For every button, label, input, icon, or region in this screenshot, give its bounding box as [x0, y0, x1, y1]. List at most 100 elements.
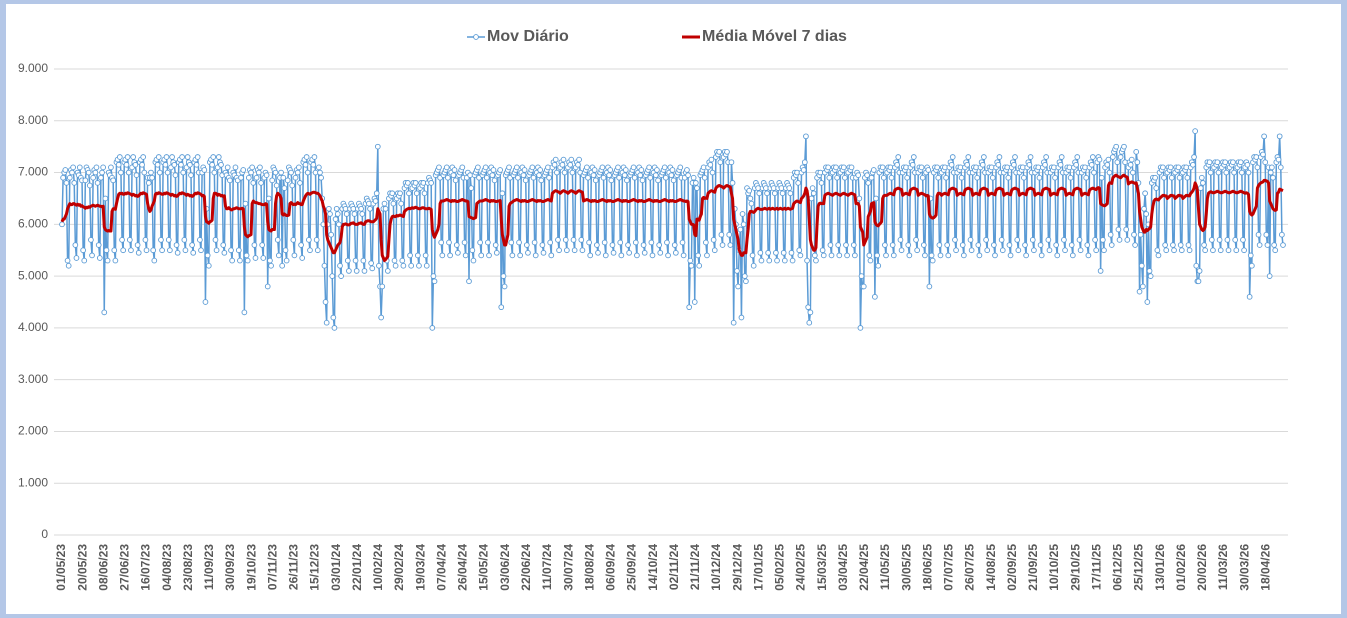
daily-point [1097, 268, 1104, 274]
daily-point [975, 242, 982, 248]
daily-point [1208, 237, 1215, 243]
daily-point [1085, 252, 1092, 259]
daily-point [89, 252, 95, 259]
daily-point [412, 180, 419, 186]
daily-point [819, 247, 826, 254]
daily-point [562, 237, 569, 243]
daily-point [983, 237, 989, 243]
daily-point [337, 262, 343, 269]
legend-label: Média Móvel 7 dias [702, 28, 847, 45]
daily-point [669, 167, 676, 173]
daily-point [413, 190, 420, 197]
daily-point [303, 154, 310, 160]
daily-point [1223, 169, 1230, 176]
daily-point [408, 262, 415, 269]
x-tick-label: 27/06/23 [118, 544, 132, 591]
daily-point [707, 161, 714, 168]
daily-point [625, 242, 631, 248]
daily-point [716, 148, 723, 155]
moving-average-line [60, 173, 1284, 263]
daily-point [245, 174, 252, 181]
daily-point [100, 164, 106, 171]
daily-point [445, 174, 451, 181]
daily-point [63, 180, 70, 186]
x-tick-label: 30/03/26 [1237, 544, 1251, 591]
daily-point [594, 242, 600, 248]
daily-point [1100, 237, 1106, 243]
daily-point [897, 237, 904, 243]
daily-point [1107, 231, 1114, 238]
daily-point [1062, 247, 1068, 254]
daily-point [789, 257, 796, 264]
daily-point [202, 299, 209, 305]
daily-point [212, 237, 219, 243]
x-tick-label: 14/10/24 [646, 544, 660, 591]
daily-point [334, 211, 341, 217]
daily-point [1108, 242, 1115, 248]
daily-point [641, 249, 648, 256]
x-tick-label: 01/05/23 [54, 544, 68, 591]
daily-point [874, 252, 880, 259]
daily-point [179, 154, 185, 160]
daily-point [898, 247, 905, 254]
daily-point [475, 164, 481, 171]
x-tick-label: 29/02/24 [392, 544, 406, 591]
daily-point [920, 242, 927, 248]
daily-point [65, 262, 72, 269]
daily-point [960, 252, 967, 259]
daily-point [1207, 169, 1214, 176]
daily-point [517, 252, 524, 259]
daily-point [248, 169, 254, 176]
daily-point [151, 257, 158, 264]
daily-point [1276, 133, 1283, 140]
daily-point [840, 164, 847, 171]
x-tick-label: 18/04/26 [1258, 544, 1272, 591]
daily-point [132, 161, 139, 168]
daily-point [553, 169, 560, 176]
daily-point [1068, 242, 1075, 248]
daily-point [1091, 169, 1097, 176]
daily-point [618, 252, 625, 259]
daily-point [999, 247, 1006, 254]
daily-point [306, 237, 312, 243]
x-tick-label: 17/01/25 [751, 544, 765, 591]
daily-point [906, 252, 913, 259]
daily-point [855, 172, 862, 178]
daily-point [717, 159, 724, 166]
daily-point [1152, 174, 1158, 181]
daily-point [883, 252, 889, 259]
daily-point [346, 268, 352, 274]
daily-point [1245, 169, 1252, 176]
daily-point [69, 169, 75, 176]
daily-point [1190, 161, 1196, 168]
daily-point [205, 262, 212, 269]
daily-point [728, 159, 735, 166]
daily-point [1142, 190, 1148, 197]
daily-point [708, 156, 715, 163]
daily-point [655, 177, 661, 184]
daily-point [928, 252, 935, 259]
daily-point [1061, 237, 1067, 243]
daily-point [336, 221, 342, 228]
daily-point [224, 164, 231, 171]
daily-point [967, 237, 974, 243]
daily-point [145, 180, 152, 186]
daily-point [936, 242, 943, 248]
daily-point [101, 309, 108, 316]
daily-point [729, 180, 736, 186]
daily-point [400, 262, 407, 269]
daily-point [189, 242, 195, 248]
daily-point [578, 237, 585, 243]
daily-point [1038, 252, 1045, 259]
daily-point [1222, 159, 1229, 166]
daily-point [249, 164, 256, 171]
x-tick-label: 19/10/23 [244, 544, 258, 591]
daily-point [59, 221, 65, 228]
daily-point [508, 239, 515, 246]
daily-point [935, 174, 942, 181]
daily-point [134, 242, 141, 248]
daily-point [469, 247, 476, 254]
x-tick-label: 29/12/24 [730, 544, 744, 591]
daily-point [704, 252, 710, 259]
daily-point [359, 211, 366, 217]
